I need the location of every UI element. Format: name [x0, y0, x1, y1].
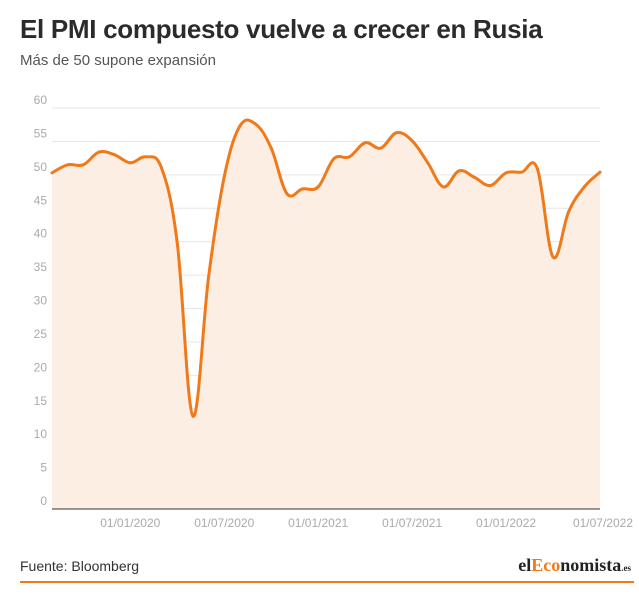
data-point-2021-03 — [347, 155, 351, 159]
y-tick-label: 25 — [34, 327, 48, 341]
data-point-2020-01 — [128, 161, 132, 165]
data-point-2022-05 — [567, 210, 571, 214]
y-tick-label: 30 — [34, 294, 48, 308]
x-tick-label: 01/07/2021 — [382, 516, 442, 530]
logo-rest: nomista — [560, 555, 622, 575]
data-point-2019-12 — [113, 153, 117, 157]
data-point-2021-01 — [316, 185, 320, 189]
pmi-chart: 0 5 10 15 20 25 30 35 40 45 50 55 60 01/01/2020 01/07… — [34, 93, 634, 530]
x-tick-label: 01/07/2022 — [573, 516, 633, 530]
data-point-2019-08 — [50, 171, 54, 175]
chart-title: El PMI compuesto vuelve a crecer en Rusi… — [20, 14, 543, 44]
data-point-2022-04 — [551, 255, 555, 259]
source-note: Fuente: Bloomberg — [20, 558, 140, 574]
data-point-2021-12 — [488, 184, 492, 188]
x-tick-label: 01/01/2022 — [476, 516, 536, 530]
data-point-2022-03 — [535, 167, 539, 171]
data-point-2020-05 — [191, 414, 195, 418]
data-point-2019-10 — [81, 163, 85, 167]
logo-suffix: .es — [621, 563, 631, 573]
data-point-2020-02 — [144, 155, 148, 159]
data-point-2021-08 — [426, 161, 430, 165]
data-point-2020-10 — [269, 146, 273, 150]
eleconomista-logo: elEconomista.es — [518, 555, 631, 576]
x-tick-label: 01/01/2020 — [100, 516, 160, 530]
data-point-2021-06 — [394, 131, 398, 135]
data-point-2020-12 — [301, 187, 305, 191]
data-point-2019-11 — [97, 150, 101, 154]
data-point-2020-03 — [160, 166, 164, 170]
y-tick-label: 40 — [34, 227, 48, 241]
y-tick-label: 60 — [34, 93, 48, 107]
y-tick-label: 15 — [34, 394, 48, 408]
area-fill — [52, 119, 600, 510]
logo-prefix: el — [518, 555, 532, 575]
data-point-2021-02 — [332, 157, 336, 161]
data-point-2020-09 — [254, 122, 258, 126]
x-tick-label: 01/01/2021 — [288, 516, 348, 530]
y-tick-label: 5 — [40, 461, 47, 475]
y-tick-label: 55 — [34, 126, 48, 140]
data-point-2022-06 — [582, 185, 586, 189]
y-tick-label: 45 — [34, 193, 48, 207]
data-point-2021-09 — [441, 185, 445, 189]
data-point-2020-08 — [238, 124, 242, 128]
logo-highlight: Eco — [531, 555, 561, 575]
data-point-2020-04 — [175, 241, 179, 245]
data-point-2020-11 — [285, 192, 289, 196]
data-point-2021-11 — [473, 176, 477, 180]
chart-subtitle: Más de 50 supone expansión — [20, 52, 216, 69]
data-point-2022-07 — [598, 170, 602, 174]
y-tick-label: 50 — [34, 160, 48, 174]
y-tick-label: 0 — [40, 494, 47, 508]
x-tick-label: 01/07/2020 — [194, 516, 254, 530]
y-tick-label: 20 — [34, 360, 48, 374]
y-tick-label: 35 — [34, 260, 48, 274]
data-point-2022-01 — [504, 171, 508, 175]
data-point-2020-07 — [222, 175, 226, 179]
data-point-2021-04 — [363, 141, 367, 145]
data-point-2020-06 — [207, 275, 211, 279]
y-tick-label: 10 — [34, 427, 48, 441]
footer-rule — [20, 581, 634, 583]
data-point-2021-10 — [457, 169, 461, 173]
data-point-2019-09 — [66, 163, 70, 167]
data-point-2021-05 — [379, 146, 383, 150]
data-point-2021-07 — [410, 139, 414, 143]
data-point-2022-02 — [520, 170, 524, 174]
